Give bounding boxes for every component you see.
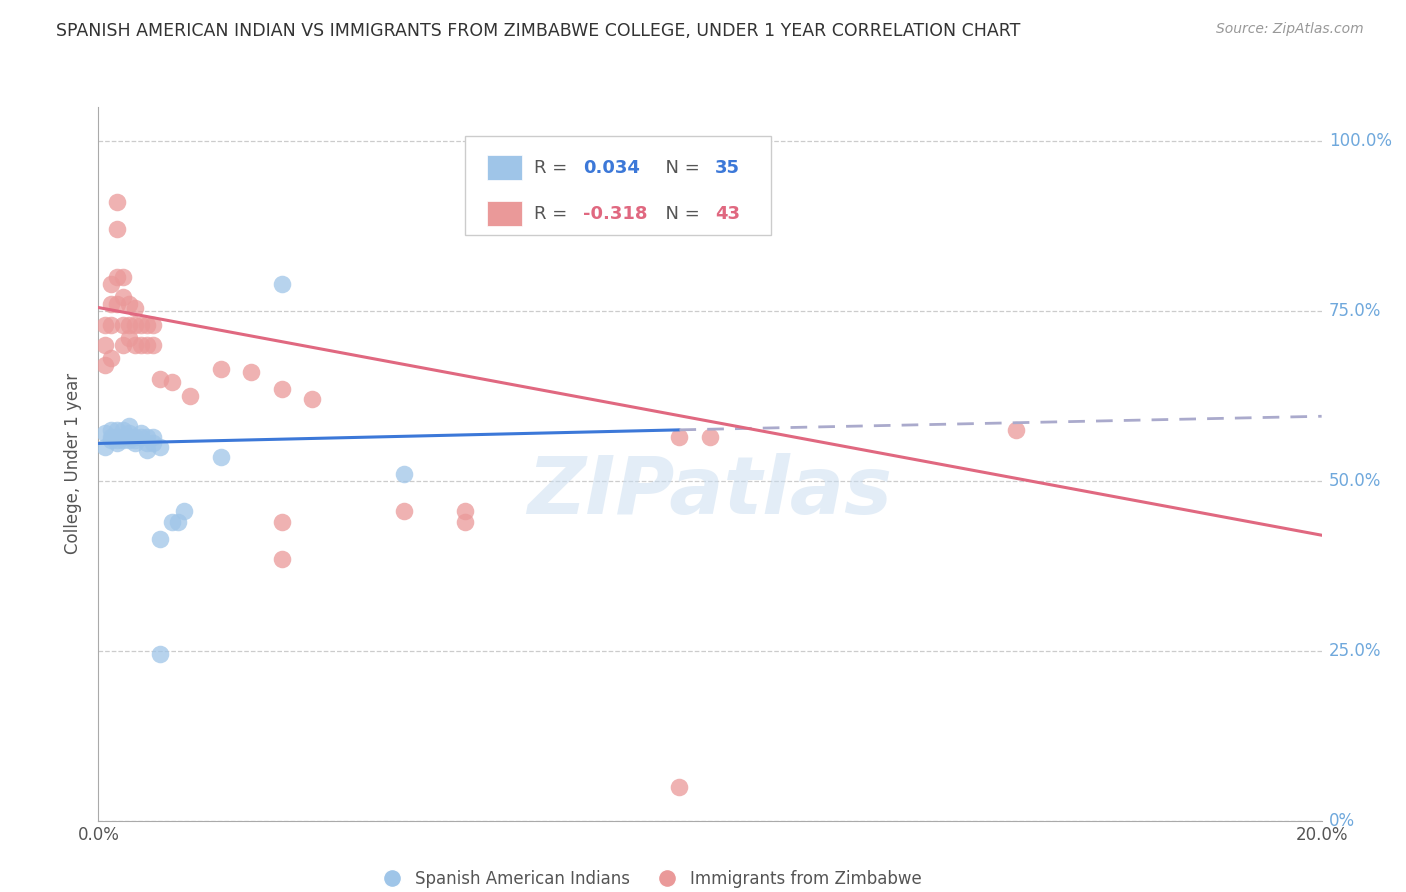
FancyBboxPatch shape <box>465 136 772 235</box>
Point <box>149 440 172 454</box>
Point <box>129 426 152 441</box>
Point <box>105 195 128 210</box>
Point <box>111 433 134 447</box>
Point <box>699 430 721 444</box>
Point <box>118 297 141 311</box>
Point <box>93 426 115 441</box>
Point <box>124 430 146 444</box>
Point <box>111 269 134 284</box>
Point <box>301 392 323 407</box>
Point <box>454 515 477 529</box>
Point <box>240 365 263 379</box>
Point <box>209 450 232 464</box>
Point <box>668 780 690 794</box>
Y-axis label: College, Under 1 year: College, Under 1 year <box>65 373 83 555</box>
Text: 35: 35 <box>714 159 740 177</box>
Text: SPANISH AMERICAN INDIAN VS IMMIGRANTS FROM ZIMBABWE COLLEGE, UNDER 1 YEAR CORREL: SPANISH AMERICAN INDIAN VS IMMIGRANTS FR… <box>56 22 1021 40</box>
Point <box>136 318 159 332</box>
Point <box>105 222 128 236</box>
Text: 0.034: 0.034 <box>583 159 640 177</box>
Text: N =: N = <box>654 159 706 177</box>
Point <box>149 647 172 661</box>
Point <box>105 436 128 450</box>
Point <box>105 269 128 284</box>
Text: 43: 43 <box>714 204 740 222</box>
Text: 25.0%: 25.0% <box>1329 641 1381 660</box>
Point <box>142 430 165 444</box>
Text: R =: R = <box>534 204 572 222</box>
Text: N =: N = <box>654 204 706 222</box>
Text: ZIPatlas: ZIPatlas <box>527 453 893 532</box>
Legend: Spanish American Indians, Immigrants from Zimbabwe: Spanish American Indians, Immigrants fro… <box>368 863 929 892</box>
Point <box>100 423 122 437</box>
Text: Source: ZipAtlas.com: Source: ZipAtlas.com <box>1216 22 1364 37</box>
FancyBboxPatch shape <box>488 154 522 180</box>
Text: 0%: 0% <box>1329 812 1355 830</box>
Point <box>129 338 152 352</box>
Point <box>100 351 122 366</box>
Point <box>270 515 292 529</box>
Point <box>270 552 292 566</box>
Point <box>270 277 292 291</box>
Point <box>111 290 134 304</box>
Point <box>124 433 146 447</box>
Point <box>93 318 115 332</box>
Point <box>93 359 115 373</box>
Point <box>454 504 477 518</box>
Point <box>270 382 292 396</box>
Point <box>93 440 115 454</box>
Point <box>1004 423 1026 437</box>
Point <box>105 423 128 437</box>
Point <box>124 318 146 332</box>
Point <box>100 430 122 444</box>
Point <box>124 301 146 315</box>
Point <box>105 297 128 311</box>
Point <box>118 419 141 434</box>
Point <box>105 430 128 444</box>
Point <box>142 318 165 332</box>
Point <box>124 436 146 450</box>
Point <box>392 504 416 518</box>
Point <box>118 430 141 444</box>
Point <box>136 443 159 458</box>
Point <box>100 277 122 291</box>
Point <box>173 504 195 518</box>
Text: 50.0%: 50.0% <box>1329 472 1381 490</box>
Point <box>160 515 183 529</box>
Point <box>136 430 159 444</box>
Point <box>392 467 416 481</box>
Point <box>118 331 141 345</box>
Point <box>124 338 146 352</box>
Point <box>129 318 152 332</box>
Point <box>142 436 165 450</box>
FancyBboxPatch shape <box>488 201 522 227</box>
Point <box>149 372 172 386</box>
Point <box>167 515 190 529</box>
Point <box>100 318 122 332</box>
Point <box>136 436 159 450</box>
Point <box>179 389 201 403</box>
Point <box>118 318 141 332</box>
Point <box>118 426 141 441</box>
Point <box>149 532 172 546</box>
Point <box>111 318 134 332</box>
Point <box>111 338 134 352</box>
Text: 75.0%: 75.0% <box>1329 301 1381 320</box>
Point <box>129 430 152 444</box>
Point <box>93 338 115 352</box>
Point <box>100 297 122 311</box>
Point <box>142 338 165 352</box>
Point <box>118 433 141 447</box>
Text: -0.318: -0.318 <box>583 204 647 222</box>
Point <box>136 338 159 352</box>
Point <box>105 433 128 447</box>
Point <box>100 433 122 447</box>
Point <box>668 430 690 444</box>
Point <box>209 361 232 376</box>
Point <box>111 423 134 437</box>
Point <box>160 376 183 390</box>
Text: R =: R = <box>534 159 572 177</box>
Text: 100.0%: 100.0% <box>1329 132 1392 150</box>
Point <box>111 430 134 444</box>
